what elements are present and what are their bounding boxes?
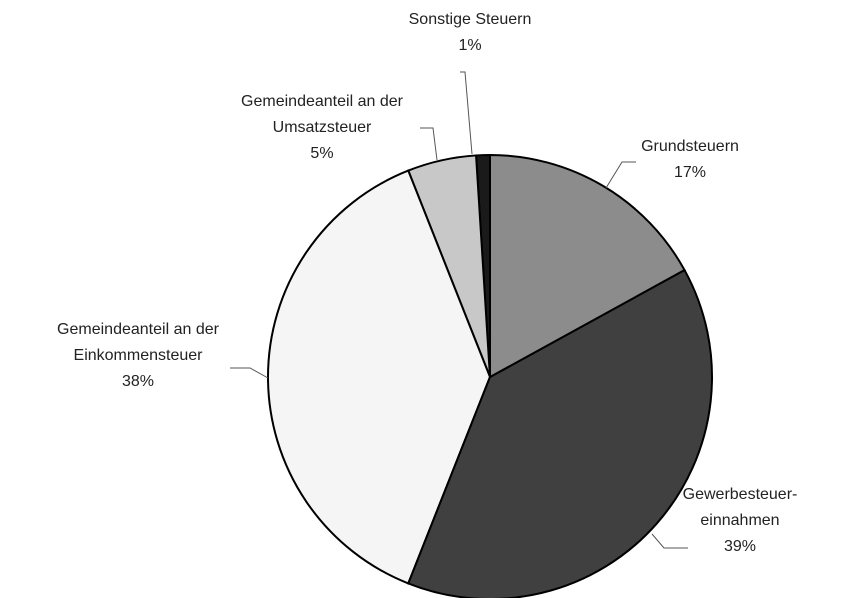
pie-slice bbox=[489, 153, 686, 379]
slice-label: Gewerbesteuer- einnahmen 39% bbox=[683, 482, 798, 560]
pie-slice bbox=[267, 169, 492, 585]
slice-label: Grundsteuern 17% bbox=[641, 134, 739, 186]
value-label: 5% bbox=[310, 145, 334, 162]
value-label: 17% bbox=[673, 164, 707, 181]
category-label: Gemeindeanteil an der Umsatzsteuer bbox=[241, 93, 403, 136]
category-label: Gemeindeanteil an der Einkommensteuer bbox=[57, 321, 219, 364]
category-label: Sonstige Steuern bbox=[408, 11, 532, 28]
pie-slice bbox=[406, 268, 713, 598]
leader-line bbox=[651, 533, 688, 549]
category-label: Gewerbesteuer- einnahmen bbox=[682, 486, 798, 529]
category-label: Grundsteuern bbox=[641, 138, 739, 155]
slice-label: Gemeindeanteil an der Umsatzsteuer 5% bbox=[241, 89, 403, 167]
leader-line bbox=[460, 71, 473, 155]
leader-line bbox=[420, 127, 438, 161]
leader-line bbox=[230, 367, 269, 379]
leader-line bbox=[605, 161, 636, 189]
slice-label: Sonstige Steuern 1% bbox=[409, 7, 532, 59]
slice-label: Gemeindeanteil an der Einkommensteuer 38% bbox=[57, 317, 219, 395]
value-label: 38% bbox=[121, 373, 155, 390]
value-label: 1% bbox=[458, 37, 482, 54]
value-label: 39% bbox=[723, 538, 757, 555]
